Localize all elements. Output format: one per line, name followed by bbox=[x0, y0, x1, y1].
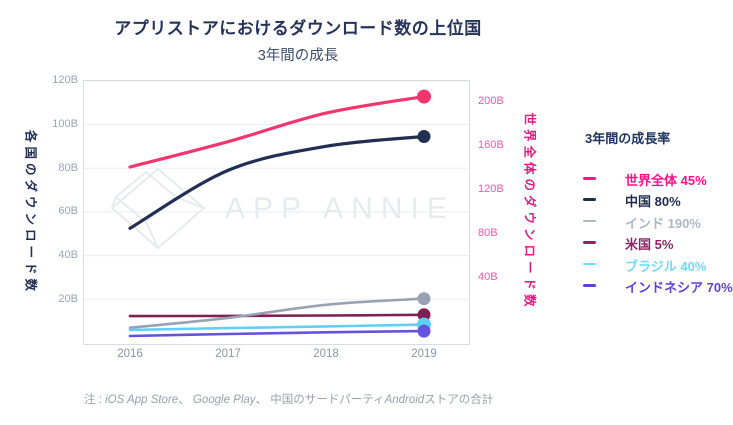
legend-title: 3年間の成長率 bbox=[585, 131, 671, 146]
footnote-segment: Android bbox=[384, 394, 425, 406]
legend-label-world: 世界全体 45% bbox=[625, 173, 707, 188]
chart-header: アプリストアにおけるダウンロード数の上位国 3年間の成長 bbox=[18, 14, 578, 65]
left-tick-100B: 100B bbox=[52, 118, 78, 130]
footnote-segment: Google Play bbox=[192, 394, 256, 406]
right-tick-160B: 160B bbox=[478, 138, 504, 151]
world-end-dot bbox=[417, 89, 431, 104]
left-axis-title: 各国のダウンロード数 bbox=[23, 129, 38, 295]
left-tick-80B: 80B bbox=[58, 161, 78, 174]
chart-title: アプリストアにおけるダウンロード数の上位国 bbox=[114, 19, 482, 38]
left-tick-20B: 20B bbox=[58, 292, 78, 305]
legend-label-brazil: ブラジル 40% bbox=[625, 258, 707, 274]
usa-end-dot bbox=[417, 308, 431, 322]
usa-dash-icon bbox=[583, 241, 596, 244]
world-line bbox=[128, 95, 426, 169]
footnote-segment: iOS App Store bbox=[105, 394, 179, 406]
growth-legend: 3年間の成長率 世界全体 45% 中国 80% インド 190% 米国 5% ブラジル … bbox=[583, 128, 733, 295]
right-tick-80B: 80B bbox=[478, 226, 498, 239]
footnote-segment: 注 : bbox=[84, 394, 106, 406]
legend-label-india: インド 190% bbox=[625, 215, 701, 231]
right-tick-120B: 120B bbox=[478, 182, 504, 195]
plot-svg: APP ANNIE bbox=[83, 80, 470, 345]
indonesia-end-dot bbox=[417, 324, 431, 338]
world-dash-icon bbox=[583, 177, 596, 180]
india-line bbox=[128, 297, 426, 329]
legend-label-usa: 米国 5% bbox=[625, 237, 674, 253]
footnote-segment: 、 中国のサードパーティ bbox=[255, 394, 385, 406]
footnote-segment: 、 bbox=[178, 394, 193, 406]
brazil-dash-icon bbox=[583, 262, 596, 266]
right-axis-title: 世界全体のダウンロード数 bbox=[522, 112, 537, 311]
china-line bbox=[128, 134, 426, 230]
chart-subtitle: 3年間の成長 bbox=[257, 48, 339, 64]
footnote-segment: ストアの合計 bbox=[424, 394, 494, 406]
left-tick-60B: 60B bbox=[58, 205, 78, 218]
plot-border bbox=[83, 80, 470, 345]
china-end-dot bbox=[417, 130, 431, 143]
plot-area: APP ANNIE bbox=[83, 80, 470, 345]
watermark-gem-facets bbox=[111, 196, 205, 249]
brazil-line bbox=[128, 323, 426, 332]
footnote: 注 : iOS App Store、 Google Play、 中国のサードパー… bbox=[84, 391, 493, 407]
india-dash-icon bbox=[583, 219, 596, 223]
indonesia-line bbox=[128, 329, 426, 338]
app-annie-logo-watermark bbox=[110, 167, 206, 250]
x-tick-2017: 2017 bbox=[215, 348, 241, 360]
x-tick-2016: 2016 bbox=[117, 348, 143, 360]
india-end-dot bbox=[417, 292, 431, 306]
left-tick-40B: 40B bbox=[58, 249, 78, 262]
indonesia-dash-icon bbox=[583, 283, 596, 287]
watermark-text: APP ANNIE bbox=[225, 192, 455, 225]
china-dash-icon bbox=[583, 198, 596, 201]
usa-line bbox=[128, 313, 426, 318]
left-tick-120B: 120B bbox=[52, 74, 78, 87]
x-tick-2019: 2019 bbox=[411, 348, 437, 360]
right-tick-40B: 40B bbox=[478, 270, 498, 283]
legend-label-indonesia: インドネシア 70% bbox=[625, 279, 733, 295]
right-tick-200B: 200B bbox=[478, 94, 504, 107]
x-tick-2018: 2018 bbox=[313, 348, 339, 360]
legend-label-china: 中国 80% bbox=[625, 194, 681, 210]
